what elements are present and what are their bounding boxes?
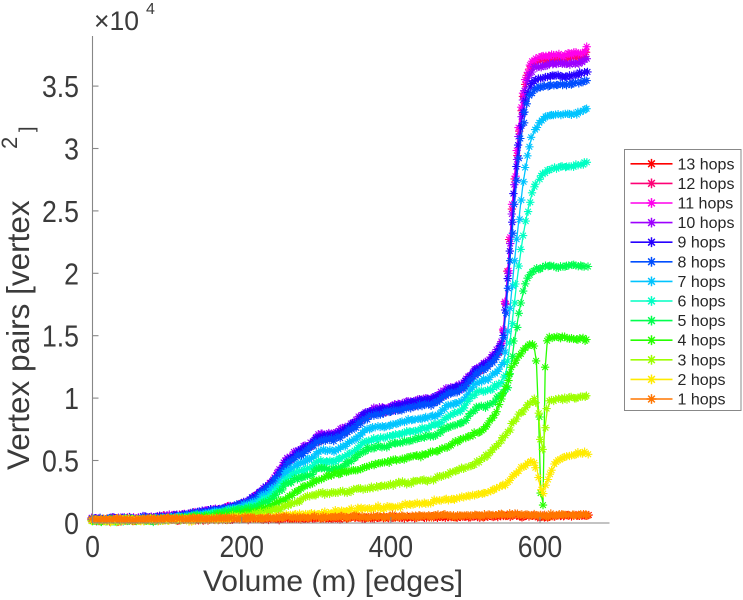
svg-text:2: 2	[0, 137, 22, 149]
svg-text:1.5: 1.5	[42, 320, 79, 354]
svg-text:600: 600	[518, 530, 562, 564]
svg-text:1 hops: 1 hops	[678, 392, 726, 409]
svg-text:0: 0	[64, 507, 79, 541]
svg-text:×10: ×10	[94, 6, 139, 36]
svg-text:13 hops: 13 hops	[678, 156, 735, 173]
svg-text:8 hops: 8 hops	[678, 254, 726, 271]
svg-text:400: 400	[369, 530, 413, 564]
svg-text:11 hops: 11 hops	[678, 196, 734, 213]
svg-text:12 hops: 12 hops	[678, 176, 735, 193]
svg-text:]: ]	[17, 126, 39, 132]
svg-text:5 hops: 5 hops	[678, 313, 726, 330]
svg-text:0: 0	[85, 530, 100, 564]
svg-text:200: 200	[219, 530, 263, 564]
svg-text:Volume (m) [edges]: Volume (m) [edges]	[203, 565, 463, 598]
svg-text:3.5: 3.5	[42, 70, 79, 104]
svg-text:9 hops: 9 hops	[678, 235, 726, 252]
svg-text:Vertex pairs [vertex: Vertex pairs [vertex	[0, 200, 36, 470]
svg-text:3 hops: 3 hops	[678, 352, 726, 369]
svg-text:6 hops: 6 hops	[678, 294, 726, 311]
svg-text:3: 3	[64, 133, 79, 167]
svg-text:2 hops: 2 hops	[678, 372, 726, 389]
svg-text:0.5: 0.5	[42, 445, 79, 479]
svg-text:4: 4	[146, 1, 155, 18]
svg-text:2: 2	[64, 257, 79, 291]
svg-text:10 hops: 10 hops	[678, 215, 735, 232]
svg-text:7 hops: 7 hops	[678, 274, 726, 291]
svg-text:2.5: 2.5	[42, 195, 79, 229]
svg-text:4 hops: 4 hops	[678, 333, 726, 350]
svg-text:1: 1	[64, 382, 79, 416]
